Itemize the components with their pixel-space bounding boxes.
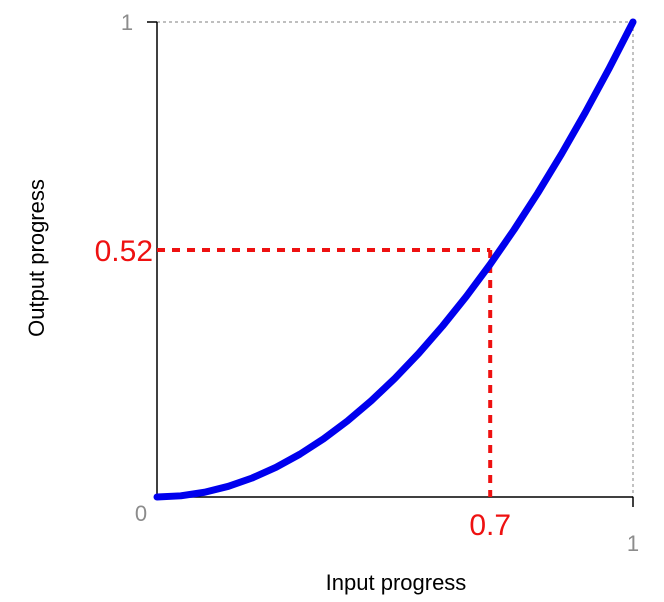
x-tick-label: 1 — [627, 531, 639, 556]
reference-lines — [157, 21, 634, 497]
x-highlight-label: 0.7 — [469, 509, 511, 542]
axes — [147, 21, 634, 507]
tick-labels: 1 0 1 — [121, 10, 639, 556]
series-curves — [153, 18, 637, 501]
highlight-guides — [157, 248, 493, 497]
series-line-0 — [153, 18, 637, 501]
y-axis-title: Output progress — [24, 179, 49, 337]
x-axis-title: Input progress — [326, 570, 467, 595]
x-tick-label: 0 — [135, 501, 147, 526]
y-tick-label: 1 — [121, 10, 133, 35]
y-highlight-label: 0.52 — [95, 235, 153, 268]
